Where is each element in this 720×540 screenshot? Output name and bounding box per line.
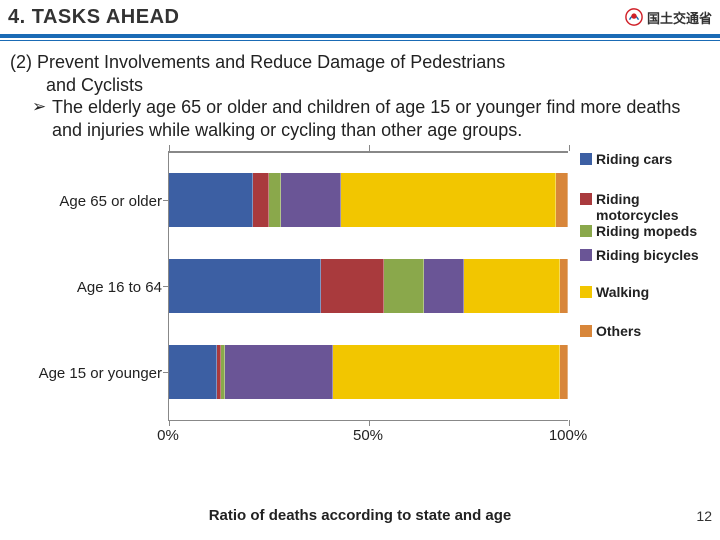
legend-item: Riding bicycles bbox=[580, 247, 710, 263]
x-tick bbox=[569, 420, 570, 426]
chart-caption: Ratio of deaths according to state and a… bbox=[0, 507, 720, 524]
x-tick-top bbox=[569, 145, 570, 151]
legend-item: Others bbox=[580, 323, 710, 339]
bar-segment bbox=[556, 173, 568, 227]
bar-segment bbox=[560, 259, 568, 313]
plot-top-border bbox=[169, 151, 568, 153]
legend-label: Walking bbox=[596, 284, 649, 300]
bar-segment bbox=[384, 259, 424, 313]
bar-segment bbox=[341, 173, 556, 227]
chart-plot-area bbox=[168, 151, 568, 421]
legend-swatch bbox=[580, 225, 592, 237]
bar-row bbox=[169, 173, 568, 227]
content-text: (2) Prevent Involvements and Reduce Dama… bbox=[0, 49, 720, 147]
y-axis-category-label: Age 16 to 64 bbox=[77, 279, 162, 296]
x-tick-top bbox=[169, 145, 170, 151]
x-tick-top bbox=[369, 145, 370, 151]
section-title: 4. TASKS AHEAD bbox=[8, 6, 625, 29]
bullet-text: The elderly age 65 or older and children… bbox=[52, 96, 708, 141]
bar-segment bbox=[225, 345, 333, 399]
bar-segment bbox=[281, 173, 341, 227]
x-tick bbox=[169, 420, 170, 426]
legend-swatch bbox=[580, 286, 592, 298]
chart-container: Age 65 or older Age 16 to 64 Age 15 or you… bbox=[0, 151, 720, 471]
bar-row bbox=[169, 259, 568, 313]
chart-legend: Riding cars Riding motorcyclesRiding mope… bbox=[580, 151, 710, 339]
header-rule-thin bbox=[0, 40, 720, 41]
legend-label: Riding cars bbox=[596, 151, 672, 167]
legend-label: Riding bicycles bbox=[596, 247, 699, 263]
subtitle-line2: and Cyclists bbox=[10, 74, 708, 97]
legend-swatch bbox=[580, 193, 592, 205]
bar-segment bbox=[560, 345, 568, 399]
subtitle-line1: (2) Prevent Involvements and Reduce Dama… bbox=[10, 51, 708, 74]
x-tick-label: 0% bbox=[157, 427, 179, 444]
legend-label: Riding mopeds bbox=[596, 223, 697, 239]
y-axis-category-label: Age 65 or older bbox=[59, 193, 162, 210]
legend-label: Riding motorcycles bbox=[596, 191, 710, 223]
x-tick-label: 100% bbox=[549, 427, 587, 444]
bar-segment bbox=[169, 173, 253, 227]
bar-segment bbox=[169, 345, 217, 399]
bar-segment bbox=[169, 259, 321, 313]
bar-segment bbox=[269, 173, 281, 227]
page-number: 12 bbox=[696, 508, 712, 524]
logo-icon bbox=[625, 8, 643, 26]
bar-segment bbox=[333, 345, 560, 399]
legend-swatch bbox=[580, 325, 592, 337]
legend-item: Riding motorcycles bbox=[580, 191, 710, 223]
y-axis-labels: Age 65 or older Age 16 to 64 Age 15 or you… bbox=[0, 151, 168, 421]
bar-segment bbox=[464, 259, 560, 313]
header-rule bbox=[0, 34, 720, 38]
legend-item: Riding cars bbox=[580, 151, 710, 167]
bar-row bbox=[169, 345, 568, 399]
legend-item: Riding mopeds bbox=[580, 223, 710, 239]
legend-label: Others bbox=[596, 323, 641, 339]
bar-segment bbox=[253, 173, 269, 227]
bar-segment bbox=[321, 259, 385, 313]
legend-item: Walking bbox=[580, 284, 710, 300]
x-tick bbox=[369, 420, 370, 426]
bullet-arrow-icon: ➢ bbox=[10, 96, 52, 141]
legend-swatch bbox=[580, 153, 592, 165]
logo-text: 国土交通省 bbox=[647, 8, 712, 27]
y-axis-category-label: Age 15 or younger bbox=[39, 365, 162, 382]
legend-swatch bbox=[580, 249, 592, 261]
bar-segment bbox=[424, 259, 464, 313]
x-tick-label: 50% bbox=[353, 427, 383, 444]
ministry-logo: 国土交通省 bbox=[625, 8, 712, 27]
